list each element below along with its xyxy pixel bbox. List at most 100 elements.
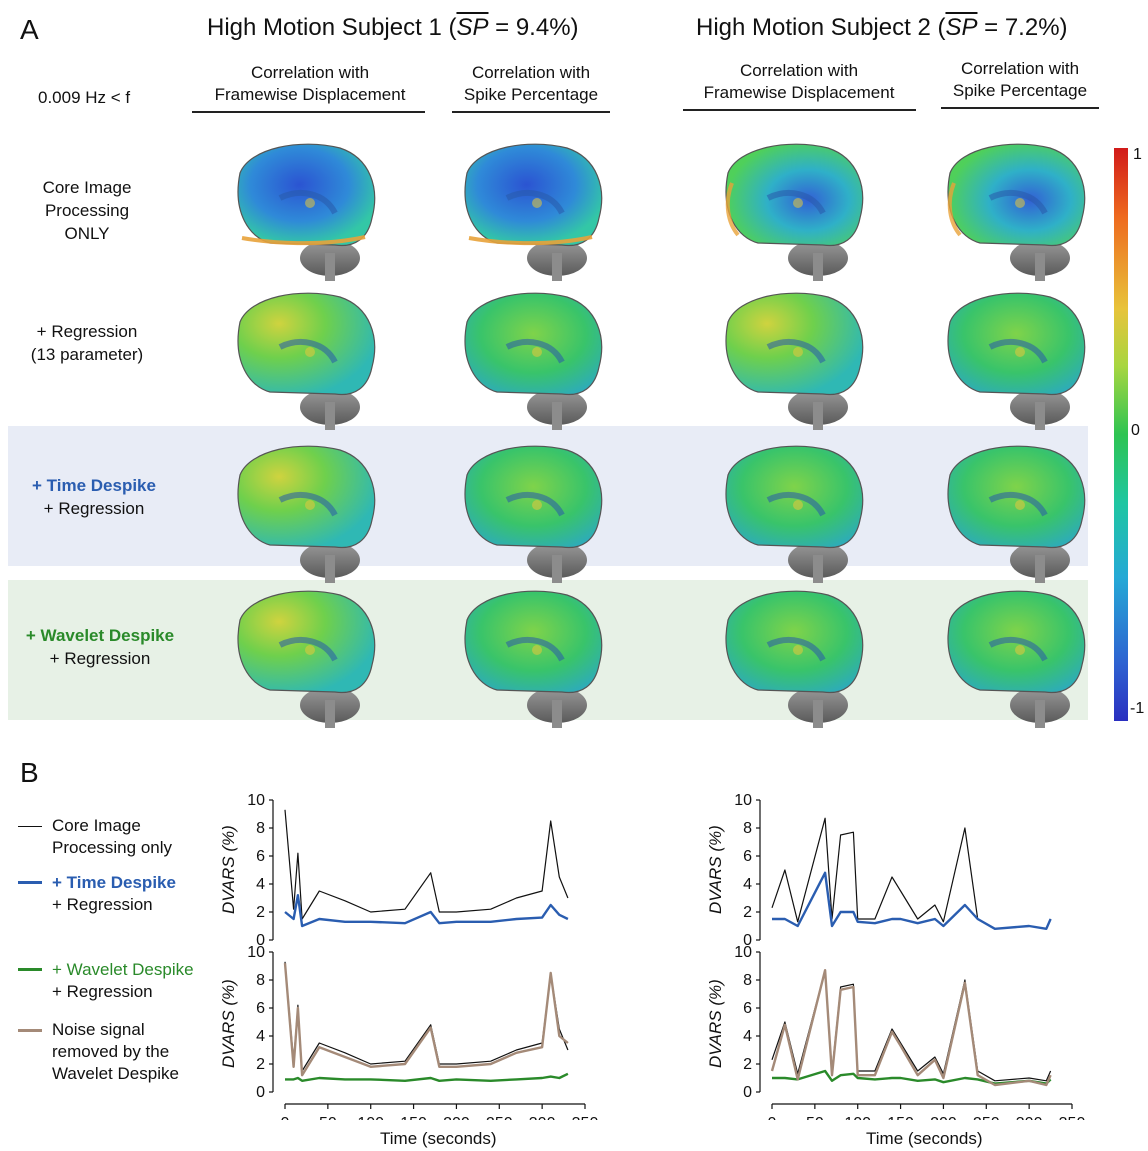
x-tick-label: 200 [930,1115,957,1120]
brain-map [725,445,864,583]
x-tick-label: 350 [1059,1115,1086,1120]
row-label-wavelet-despike: + Wavelet Despike + Regression [25,626,175,668]
x-tick-label: 150 [400,1115,427,1120]
legend-swatch-noise [18,1029,42,1032]
series-line [772,871,1052,931]
y-tick-label: 2 [256,1056,265,1073]
brain-map [725,143,864,281]
colorbar [1114,148,1128,721]
dvars-plots: 1086420108642010864200501001502002503003… [247,792,1085,1120]
legend-swatch-wavelet [18,968,42,971]
legend-noise-signal: Noise signal removed by the Wavelet Despik… [52,1020,179,1083]
y-tick-label: 4 [743,1028,752,1045]
panel-a-letter: A [20,14,39,45]
brain-map [237,143,376,281]
y-tick-label: 8 [256,972,265,989]
brain-map [947,445,1086,583]
dvars-plot: 1086420050100150200250300350 [734,944,1085,1120]
panel-b-letter: B [20,757,39,788]
brain-map [237,292,376,430]
row-label-regression: + Regression (13 parameter) [30,322,144,364]
column-head-sp-1: Correlation with Spike Percentage [463,63,599,104]
brain-map [725,590,864,728]
brain-map [464,143,603,281]
colorbar-mid: 0 [1131,422,1140,439]
series-line [771,817,1052,930]
row-label-core: Core Image Processing ONLY [42,178,132,243]
y-tick-label: 6 [256,1000,265,1017]
series-line [772,1069,1052,1085]
x-axis-label: Time (seconds) [380,1129,497,1148]
legend-core: Core Image Processing only [52,816,173,857]
x-tick-label: 0 [768,1115,777,1120]
x-tick-label: 350 [572,1115,599,1120]
dvars-plot: 1086420050100150200250300350 [247,944,598,1120]
column-rule [683,109,916,111]
legend-wavelet-despike: + Wavelet Despike + Regression [52,960,194,1001]
brain-map [947,292,1086,430]
brain-map [464,445,603,583]
y-tick-label: 4 [743,876,752,893]
y-tick-label: 8 [743,972,752,989]
x-tick-label: 100 [844,1115,871,1120]
subject2-title: High Motion Subject 2 (SP = 7.2%) [696,14,1068,41]
subject1-title: High Motion Subject 1 (SP = 9.4%) [207,14,579,41]
x-tick-label: 250 [973,1115,1000,1120]
brain-map [464,590,603,728]
brain-map [725,292,864,430]
x-tick-label: 100 [357,1115,384,1120]
x-tick-label: 300 [1016,1115,1043,1120]
x-tick-label: 50 [319,1115,337,1120]
row-label-time-despike: + Time Despike + Regression [32,476,156,518]
y-tick-label: 2 [743,1056,752,1073]
series-line [283,963,569,1077]
dvars-plot: 10 8 6 4 2 0 [734,792,1052,949]
column-rule [452,111,610,113]
y-tick-label: 2 [743,904,752,921]
series-line [284,893,569,928]
x-tick-label: 200 [443,1115,470,1120]
x-tick-label: 50 [806,1115,824,1120]
y-tick-label: 4 [256,1028,265,1045]
x-tick-label: 250 [486,1115,513,1120]
x-tick-label: 150 [887,1115,914,1120]
y-tick-label: 0 [256,932,265,949]
legend-swatch-core [18,826,42,827]
x-axis-label: Time (seconds) [866,1129,983,1148]
y-tick-label: 2 [256,904,265,921]
column-head-fd-2: Correlation with Framewise Displacement [703,61,895,102]
y-tick-label: 6 [743,848,752,865]
column-rule [192,111,425,113]
series-line [284,809,569,920]
brain-map [464,292,603,430]
x-tick-label: 300 [529,1115,556,1120]
brain-map [237,590,376,728]
y-tick-label: 0 [743,932,752,949]
y-tick-label: 0 [256,1084,265,1101]
legend-swatch-time [18,881,42,884]
y-tick-label: 8 [743,820,752,837]
y-tick-label: 6 [743,1000,752,1017]
dvars-plot: 10 8 6 4 2 0 [247,792,569,949]
column-rule [941,107,1099,109]
brain-map [947,590,1086,728]
frequency-label: 0.009 Hz < f [38,88,131,107]
series-line [770,968,1052,1087]
y-tick-label: 10 [734,944,752,961]
brain-map-grid [237,143,1086,728]
colorbar-max: 1 [1133,146,1142,163]
brain-map [237,445,376,583]
y-tick-label: 4 [256,876,265,893]
y-tick-label: 8 [256,820,265,837]
y-tick-label: 10 [734,792,752,809]
x-tick-label: 0 [281,1115,290,1120]
y-tick-label: 6 [256,848,265,865]
y-tick-label: 0 [743,1084,752,1101]
series-line [284,961,569,1072]
column-head-fd-1: Correlation with Framewise Displacement [214,63,406,104]
column-head-sp-2: Correlation with Spike Percentage [952,59,1088,100]
series-line [285,1072,569,1082]
y-tick-label: 10 [247,944,265,961]
y-tick-label: 10 [247,792,265,809]
colorbar-min: -1 [1130,700,1145,717]
